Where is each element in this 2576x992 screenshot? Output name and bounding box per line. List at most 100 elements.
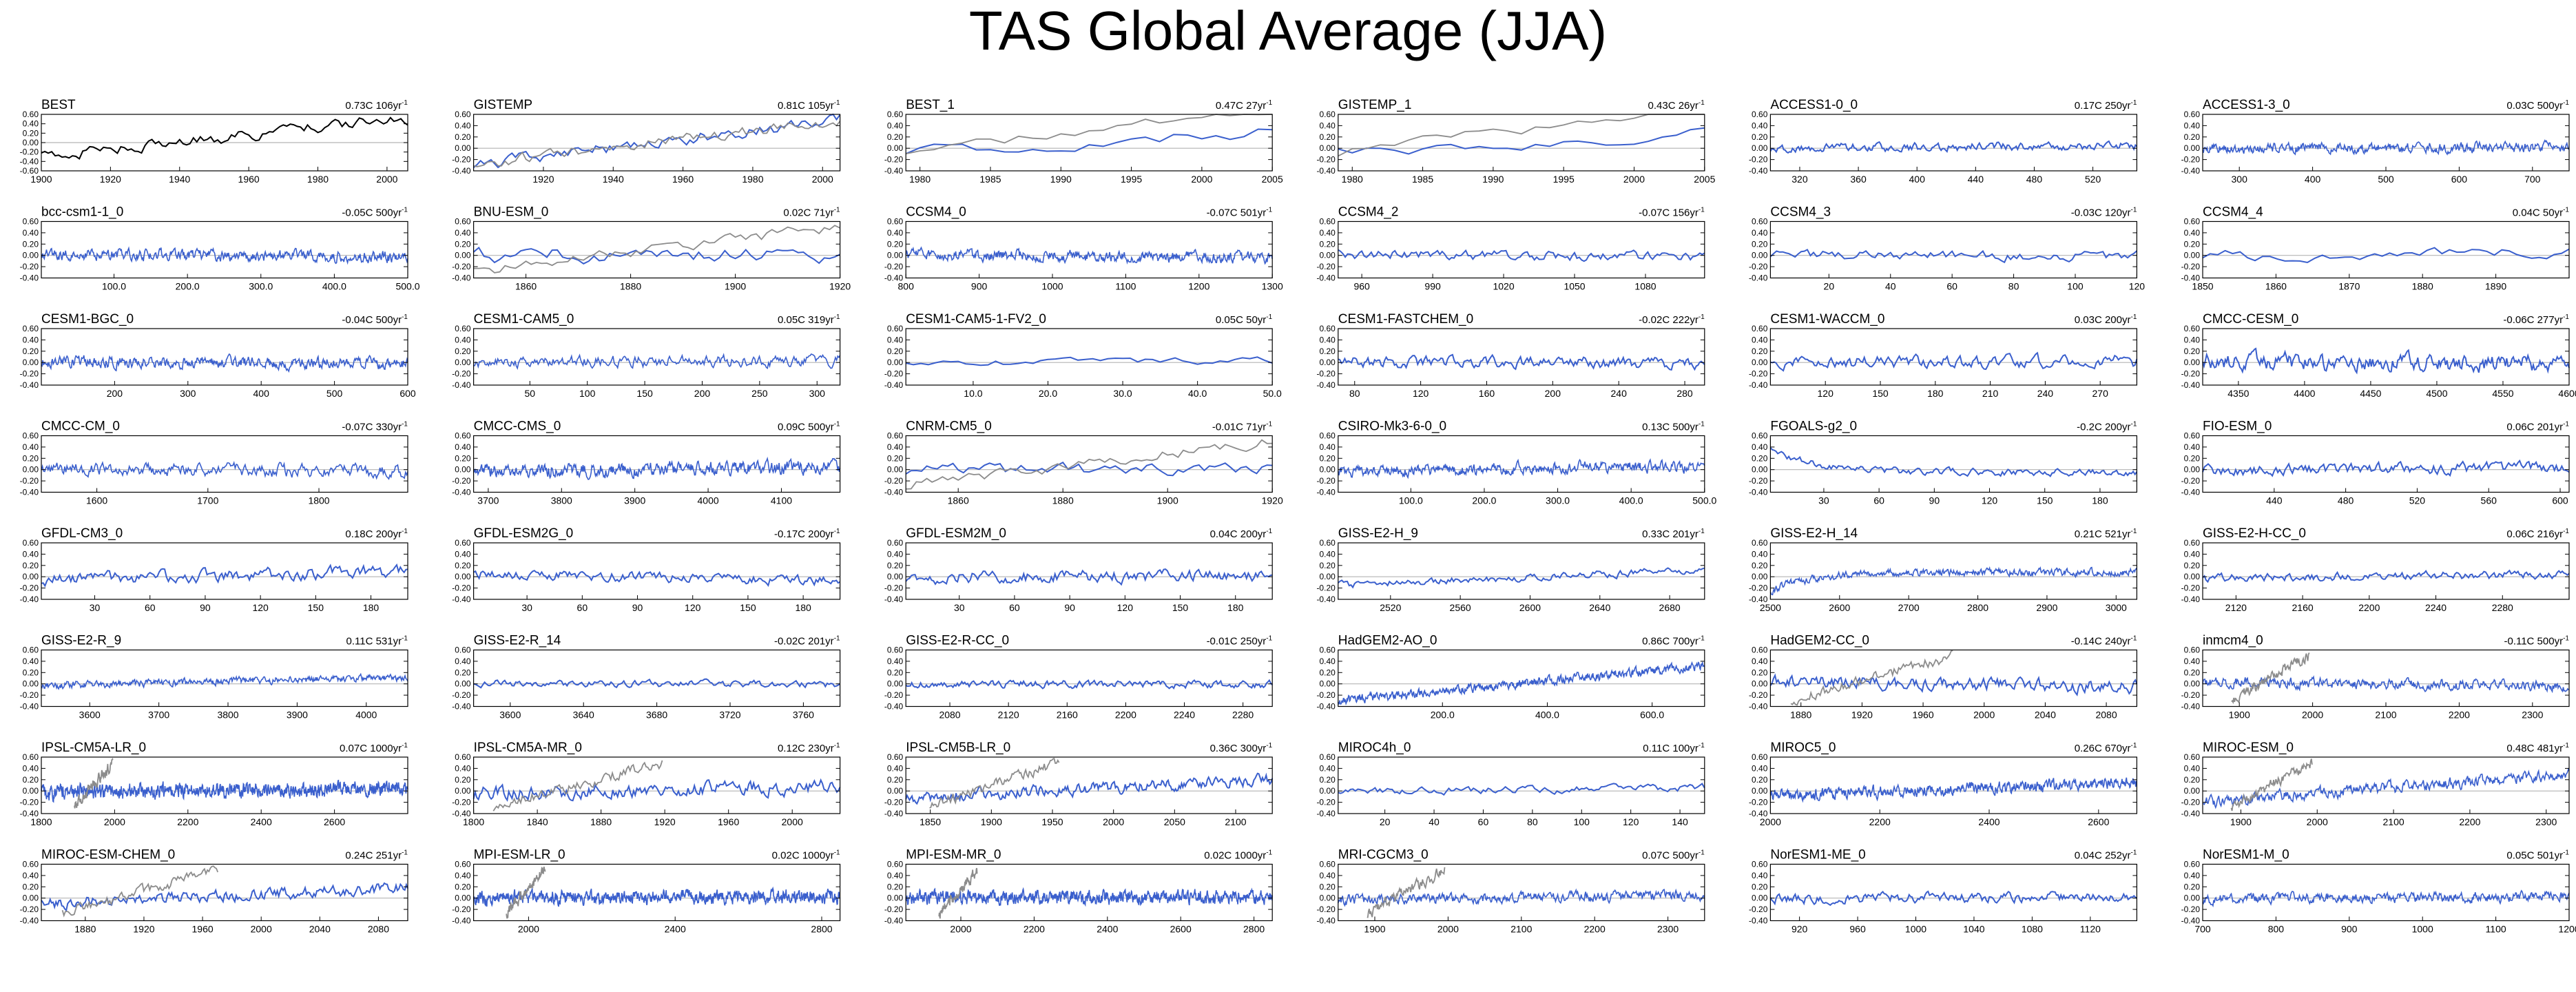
y-tick-label: -0.40 (452, 273, 471, 283)
x-tick-label: 3800 (551, 495, 572, 506)
x-tick-label: 1080 (1634, 281, 1656, 292)
y-tick-label: -0.20 (1316, 262, 1336, 271)
y-tick-label: 0.00 (1319, 786, 1336, 796)
y-tick-label: 0.60 (887, 752, 904, 762)
y-tick-label: 0.60 (1319, 538, 1336, 548)
y-tick-label: -0.20 (20, 369, 39, 379)
x-tick-label: 1900 (1364, 924, 1385, 935)
y-tick-label: -0.40 (20, 156, 39, 166)
panel-trend: 0.86C 700yr-1 (1642, 635, 1705, 648)
trend-superscript: -1 (402, 742, 408, 750)
x-tick-label: 2300 (1657, 924, 1679, 935)
y-tick-label: 0.40 (2184, 442, 2201, 452)
y-tick-label: 0.00 (23, 786, 39, 796)
x-tick-label: 2000 (1973, 710, 1995, 721)
plot-frame (2202, 114, 2570, 172)
panel-CESM1-WACCM_0: CESM1-WACCM_0 0.03C 200yr-1 0.60 0.40 0.20 0.… (1749, 312, 2138, 399)
x-tick-label: 2640 (1589, 602, 1610, 613)
y-tick-label: -0.40 (20, 380, 39, 390)
trend-superscript: -1 (834, 849, 840, 857)
y-tick-label: 0.40 (1752, 335, 1768, 344)
y-tick-label: 0.00 (455, 679, 471, 689)
series-line-observation (473, 225, 840, 273)
panel-name: CCSM4_0 (906, 205, 966, 220)
y-tick-label: 0.00 (455, 786, 471, 796)
y-tick-label: 0.60 (887, 860, 904, 869)
y-tick-label: 0.20 (887, 347, 904, 356)
x-tick-label: 1860 (515, 281, 537, 292)
x-tick-label: 200 (107, 388, 123, 399)
series-line-model (41, 672, 408, 690)
panel-name: CESM1-CAM5-1-FV2_0 (906, 312, 1046, 327)
y-tick-label: -0.20 (884, 905, 904, 914)
y-tick-label: 0.40 (23, 442, 39, 452)
panel-trend: 0.33C 201yr-1 (1642, 528, 1705, 540)
x-tick-label: 2120 (2225, 602, 2247, 613)
trend-superscript: -1 (1699, 742, 1705, 750)
plot-frame (1338, 328, 1705, 386)
series-line-model (1338, 458, 1705, 479)
x-tick-label: 2000 (2307, 816, 2328, 827)
series-line-model (41, 563, 408, 588)
y-tick-label: 0.00 (887, 679, 904, 689)
panel-trend: 0.03C 500yr-1 (2506, 99, 2569, 112)
x-tick-label: 1960 (192, 924, 214, 935)
y-tick-label: -0.20 (2181, 369, 2201, 379)
x-tick-label: 80 (1527, 816, 1538, 827)
plot-frame (905, 756, 1273, 814)
y-tick-label: -0.40 (1316, 273, 1336, 283)
y-tick-label: 0.40 (23, 549, 39, 559)
y-tick-label: 0.40 (1319, 121, 1336, 130)
trend-superscript: -1 (402, 849, 408, 857)
plot-frame (41, 220, 408, 279)
panel-trend: -0.17C 200yr-1 (774, 528, 840, 540)
panel-name: CESM1-WACCM_0 (1770, 312, 1884, 327)
series-line-model (472, 246, 841, 265)
panel-FIO-ESM_0: FIO-ESM_0 0.06C 201yr-10.600.400.200.00-0… (2181, 420, 2570, 506)
x-tick-label: 140 (1672, 816, 1688, 827)
y-tick-label: 0.20 (887, 668, 904, 677)
panel-NorESM1-M_0: NorESM1-M_0 0.05C 501yr-1 0.60 0.40 0.20 0.00… (2181, 848, 2576, 935)
panel-name: GISS-E2-H_9 (1338, 526, 1418, 541)
x-tick-label: 2600 (1170, 924, 1192, 935)
y-tick-label: 0.00 (2184, 572, 2201, 581)
series-line-model (472, 456, 841, 480)
y-tick-label: 0.40 (455, 871, 471, 880)
x-tick-label: 2800 (1243, 924, 1265, 935)
y-tick-label: 0.00 (1319, 893, 1336, 903)
x-tick-label: 2200 (1869, 816, 1891, 827)
y-tick-label: 0.40 (455, 121, 471, 130)
panel-MPI-ESM-MR_0: MPI-ESM-MR_0 0.02C 1000yr-1 0.60 0.40 0.20 0.… (884, 848, 1273, 935)
trend-superscript: -1 (834, 207, 840, 214)
panel-trend: 0.43C 26yr-1 (1648, 99, 1705, 112)
series-line-observation (506, 866, 546, 919)
x-tick-label: 1200 (2558, 924, 2576, 935)
plot-frame (472, 220, 841, 279)
y-tick-label: 0.60 (887, 217, 904, 227)
trend-superscript: -1 (402, 313, 408, 321)
panel-name: BEST_1 (906, 98, 955, 112)
y-tick-label: 0.60 (455, 324, 471, 333)
trend-superscript: -1 (1699, 635, 1705, 643)
trend-superscript: -1 (1699, 99, 1705, 107)
x-tick-label: 2800 (811, 924, 832, 935)
y-tick-label: -0.20 (452, 155, 471, 165)
panel-trend: 0.04C 252yr-1 (2075, 849, 2137, 862)
y-tick-label: 0.60 (2184, 860, 2201, 869)
y-tick-label: 0.60 (1319, 645, 1336, 655)
y-tick-label: -0.40 (1749, 380, 1768, 390)
panel-trend: 0.02C 71yr-1 (783, 207, 840, 219)
plot-frame (1338, 220, 1705, 279)
panel-trend: -0.07C 156yr-1 (1639, 207, 1705, 219)
trend-superscript: -1 (2563, 528, 2569, 535)
y-tick-label: 0.40 (1319, 442, 1336, 452)
y-tick-label: 0.20 (1319, 882, 1336, 891)
x-tick-label: 3900 (287, 710, 308, 721)
panel-BEST_1: BEST_1 0.47C 27yr-10.600.400.200.00-0.20-… (884, 98, 1283, 185)
x-tick-label: 1880 (1052, 495, 1074, 506)
y-tick-label: 0.00 (455, 143, 471, 153)
panel-CCSM4_0: CCSM4_0 -0.07C 501yr-1 0.600.400.20 0.00 -0.… (884, 205, 1283, 292)
x-tick-label: 600.0 (1640, 710, 1664, 721)
y-tick-label: -0.40 (2181, 166, 2201, 176)
panel-trend: 0.36C 300yr-1 (1210, 742, 1273, 754)
